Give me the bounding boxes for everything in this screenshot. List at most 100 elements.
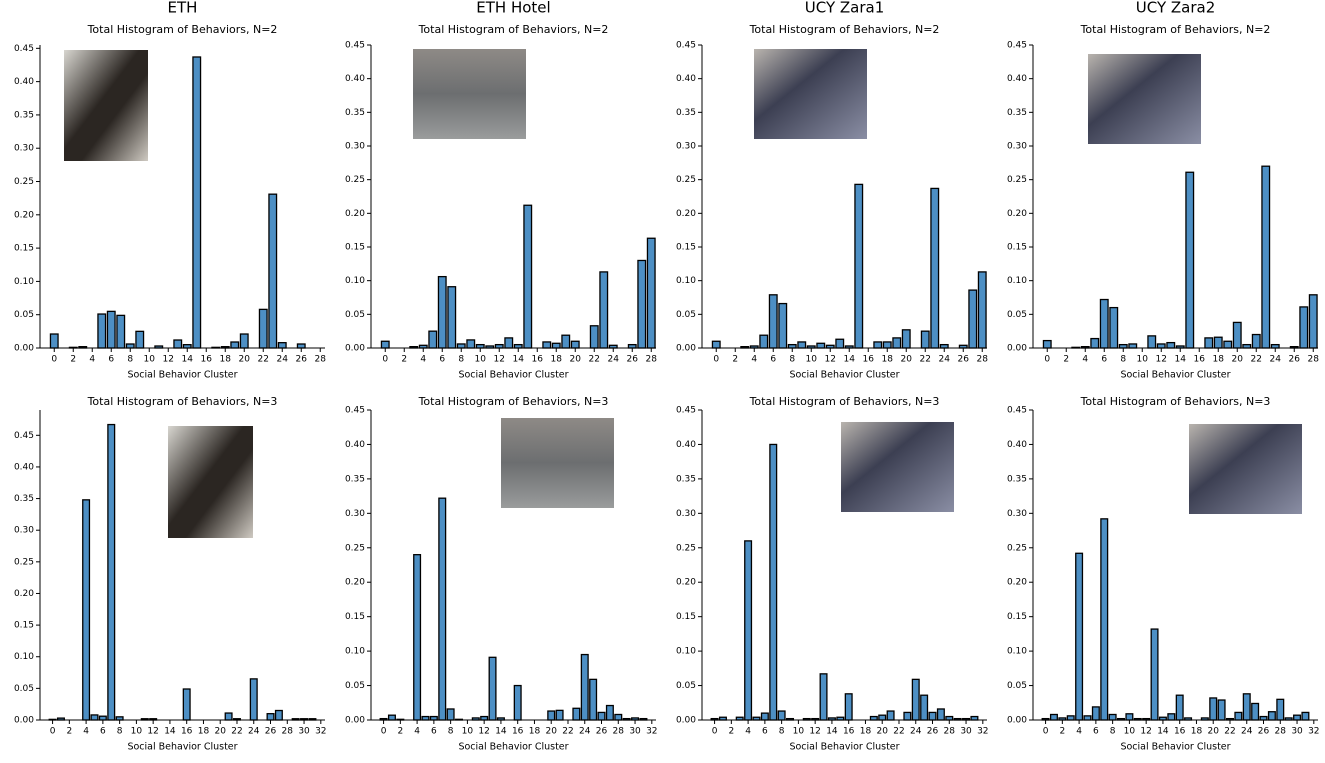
- x-axis-label: Social Behavior Cluster: [789, 370, 899, 381]
- bar: [930, 187, 940, 349]
- x-tick-label: 16: [201, 355, 213, 365]
- x-tick-label: 8: [448, 727, 454, 737]
- y-tick-label: 0.45: [345, 406, 365, 416]
- bar: [1100, 518, 1109, 721]
- bar: [1042, 339, 1052, 349]
- bar: [777, 710, 786, 721]
- bar: [627, 343, 637, 349]
- bar: [429, 715, 438, 721]
- chart-title: Total Histogram of Behaviors, N=3: [1080, 395, 1271, 408]
- bar: [258, 308, 268, 349]
- x-tick-label: 14: [495, 727, 507, 737]
- bar: [547, 710, 556, 721]
- x-tick-label: 14: [513, 355, 525, 365]
- y-tick-label: 0.35: [14, 110, 34, 120]
- bar: [589, 678, 598, 721]
- bar: [844, 693, 853, 721]
- y-tick-label: 0.35: [1007, 108, 1027, 118]
- x-tick-label: 32: [1308, 727, 1319, 737]
- y-tick-label: 0.00: [676, 344, 696, 354]
- x-tick-label: 6: [1093, 727, 1099, 737]
- bar: [266, 713, 275, 721]
- x-tick-label: 32: [315, 727, 326, 737]
- bar: [797, 341, 807, 349]
- y-tick-label: 0.45: [676, 406, 696, 416]
- x-tick-label: 18: [220, 355, 232, 365]
- y-tick-label: 0.15: [14, 621, 34, 631]
- bar: [637, 259, 647, 349]
- x-tick-label: 22: [562, 727, 573, 737]
- bar: [869, 715, 878, 721]
- y-tick-label: 0.00: [345, 716, 365, 726]
- y-tick-label: 0.20: [676, 209, 696, 219]
- y-tick-label: 0.05: [676, 310, 696, 320]
- bar: [523, 204, 533, 349]
- y-tick-label: 0.35: [345, 108, 365, 118]
- y-tick-label: 0.20: [345, 578, 365, 588]
- y-tick-label: 0.25: [345, 175, 365, 185]
- bar: [1299, 306, 1309, 349]
- x-tick-label: 24: [939, 355, 951, 365]
- x-axis-label: Social Behavior Cluster: [1120, 370, 1230, 381]
- bar: [466, 339, 476, 349]
- y-tick-label: 0.40: [1007, 440, 1027, 450]
- bar: [1232, 321, 1242, 349]
- y-tick-label: 0.15: [345, 243, 365, 253]
- bar: [561, 334, 571, 349]
- x-tick-label: 22: [231, 727, 242, 737]
- bar: [605, 704, 614, 721]
- bar: [107, 423, 116, 721]
- bar: [1066, 715, 1075, 721]
- y-tick-label: 0.00: [676, 716, 696, 726]
- x-tick-label: 18: [1213, 355, 1225, 365]
- x-tick-label: 14: [826, 727, 838, 737]
- y-tick-label: 0.05: [345, 681, 365, 691]
- x-tick-label: 10: [1124, 727, 1136, 737]
- bar: [1270, 343, 1280, 349]
- bar: [125, 343, 135, 349]
- x-tick-label: 10: [144, 355, 156, 365]
- bar: [970, 715, 979, 721]
- bar: [1276, 698, 1285, 721]
- x-tick-label: 6: [108, 355, 114, 365]
- bar: [98, 715, 107, 721]
- x-axis-label: Social Behavior Cluster: [1120, 742, 1230, 753]
- bar: [1083, 715, 1092, 721]
- column-title: UCY Zara1: [805, 0, 885, 17]
- x-tick-label: 4: [1076, 727, 1082, 737]
- y-tick-label: 0.10: [345, 276, 365, 286]
- y-tick-label: 0.35: [345, 474, 365, 484]
- bar: [1147, 335, 1157, 349]
- y-tick-label: 0.30: [676, 142, 696, 152]
- y-tick-label: 0.25: [676, 175, 696, 185]
- bar: [182, 688, 191, 721]
- x-tick-label: 12: [1140, 727, 1151, 737]
- x-tick-label: 4: [745, 727, 751, 737]
- y-tick-label: 0.05: [1007, 681, 1027, 691]
- y-tick-label: 0.25: [14, 557, 34, 567]
- x-tick-label: 0: [50, 727, 56, 737]
- x-tick-label: 4: [83, 727, 89, 737]
- bar: [768, 294, 778, 349]
- x-tick-label: 8: [1110, 727, 1116, 737]
- x-tick-label: 20: [570, 355, 582, 365]
- bar: [49, 333, 59, 349]
- y-tick-label: 0.45: [14, 44, 34, 54]
- x-tick-label: 30: [1291, 727, 1303, 737]
- bar: [1251, 702, 1260, 721]
- y-tick-label: 0.10: [676, 647, 696, 657]
- bar: [542, 341, 552, 349]
- x-tick-label: 30: [629, 727, 641, 737]
- x-tick-label: 12: [494, 355, 505, 365]
- bar: [1217, 699, 1226, 721]
- x-tick-label: 0: [1043, 727, 1049, 737]
- x-tick-label: 16: [532, 355, 544, 365]
- x-tick-label: 8: [789, 355, 795, 365]
- bar: [90, 714, 99, 721]
- scene-image: [1088, 54, 1201, 144]
- x-tick-label: 22: [893, 727, 904, 737]
- x-tick-label: 2: [1059, 727, 1065, 737]
- x-tick-label: 12: [1156, 355, 1167, 365]
- x-tick-label: 2: [1063, 355, 1069, 365]
- bar: [646, 237, 656, 349]
